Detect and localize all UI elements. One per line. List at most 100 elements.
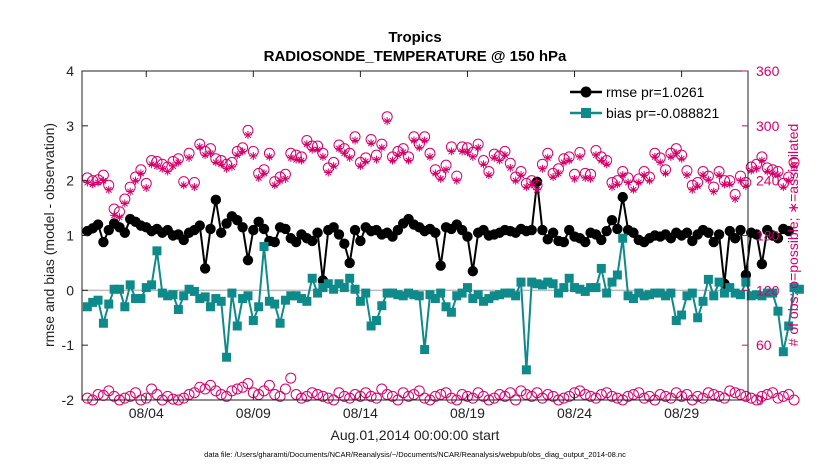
rmse-point: [628, 227, 639, 238]
bias-point: [291, 291, 301, 301]
rmse-point: [606, 214, 618, 226]
obs-possible-point: [226, 385, 238, 397]
obs-assimilated-point: [468, 152, 477, 161]
obs-assimilated-point: [372, 155, 381, 164]
bias-point: [425, 290, 435, 300]
obs-assimilated-point: [608, 183, 617, 192]
obs-possible-point: [745, 392, 757, 404]
obs-possible-point: [365, 390, 377, 402]
bias-point: [468, 294, 478, 304]
obs-assimilated-point: [436, 174, 445, 183]
bias-point: [768, 288, 778, 298]
rmse-point: [232, 214, 243, 226]
obs-assimilated-point: [420, 136, 429, 145]
bias-point: [430, 294, 440, 304]
obs-assimilated-point: [677, 154, 686, 163]
bias-point: [773, 306, 783, 316]
rmse-point: [526, 224, 537, 236]
obs-assimilated-point: [254, 173, 263, 182]
bias-point: [93, 295, 103, 305]
bias-point: [462, 283, 472, 293]
bias-point: [334, 279, 344, 289]
obs-assimilated-point: [201, 151, 210, 160]
bias-point: [131, 294, 141, 304]
bias-point: [607, 277, 617, 287]
obs-assimilated-point: [308, 145, 317, 154]
bias-point: [489, 291, 499, 301]
obs-possible-point: [713, 390, 725, 402]
bias-point: [602, 288, 612, 298]
bias-point: [495, 290, 505, 300]
x-tick-label: 08/04: [129, 405, 164, 421]
bias-point: [345, 273, 355, 283]
obs-assimilated-point: [565, 156, 574, 165]
obs-assimilated-point: [533, 185, 542, 194]
rmse-point: [221, 218, 232, 229]
rmse-point: [194, 220, 205, 231]
obs-assimilated-point: [602, 160, 611, 169]
rmse-point: [547, 227, 559, 238]
obs-assimilated-point: [94, 178, 103, 187]
rmse-point: [612, 223, 623, 235]
obs-assimilated-point: [725, 180, 734, 189]
obs-possible-point: [611, 392, 623, 404]
obs-possible-point: [783, 389, 795, 401]
obs-assimilated-point: [243, 130, 252, 139]
bias-point: [302, 296, 312, 306]
x-tick-label: 08/14: [343, 405, 378, 421]
bias-point: [323, 279, 333, 289]
obs-assimilated-point: [174, 158, 183, 167]
obs-assimilated-point: [399, 148, 408, 157]
obs-possible-point: [515, 385, 527, 397]
rmse-point: [756, 258, 768, 270]
rmse-point: [333, 229, 345, 240]
obs-assimilated-point: [768, 169, 777, 178]
obs-possible-point: [167, 393, 179, 405]
bias-point: [484, 294, 494, 304]
x-axis-label: Aug.01,2014 00:00:00 start: [331, 427, 500, 443]
series-1: [82, 233, 804, 375]
obs-assimilated-point: [329, 162, 338, 171]
bias-point: [655, 288, 665, 298]
obs-possible-point: [140, 392, 152, 404]
y-tick-label: 2: [66, 173, 74, 189]
bias-point: [639, 291, 649, 301]
bias-point: [596, 263, 606, 273]
bias-point: [179, 291, 189, 301]
series-0: [82, 176, 794, 289]
rmse-point: [253, 216, 264, 227]
obs-possible-point: [740, 390, 752, 402]
obs-assimilated-point: [517, 171, 526, 180]
obs-possible-point: [777, 390, 789, 402]
obs-assimilated-point: [474, 143, 483, 152]
obs-possible-point: [761, 389, 773, 401]
obs-possible-point: [360, 387, 372, 399]
obs-assimilated-point: [591, 151, 600, 160]
bias-point: [152, 246, 162, 256]
rmse-point: [280, 223, 291, 235]
obs-assimilated-point: [559, 158, 568, 167]
obs-assimilated-point: [302, 140, 311, 149]
bias-point: [746, 291, 756, 301]
obs-assimilated-point: [784, 176, 793, 185]
rmse-point: [681, 227, 693, 238]
obs-possible-point: [670, 387, 682, 399]
obs-possible-point: [296, 392, 308, 404]
bias-point: [173, 305, 183, 315]
bias-point: [505, 288, 515, 298]
bias-point: [232, 321, 242, 331]
obs-assimilated-point: [586, 174, 595, 183]
obs-possible-point: [643, 390, 655, 402]
obs-assimilated-point: [442, 165, 451, 174]
obs-possible-point: [660, 390, 672, 402]
rmse-point: [339, 238, 350, 249]
bias-point: [666, 288, 676, 298]
obs-possible-point: [124, 390, 136, 402]
rmse-point: [199, 263, 211, 274]
bias-point: [511, 291, 521, 301]
chart-subtitle: RADIOSONDE_TEMPERATURE @ 150 hPa: [264, 48, 567, 65]
obs-assimilated-point: [554, 169, 563, 178]
bias-point: [575, 284, 585, 294]
obs-assimilated-point: [281, 174, 290, 183]
obs-assimilated-point: [249, 151, 258, 160]
